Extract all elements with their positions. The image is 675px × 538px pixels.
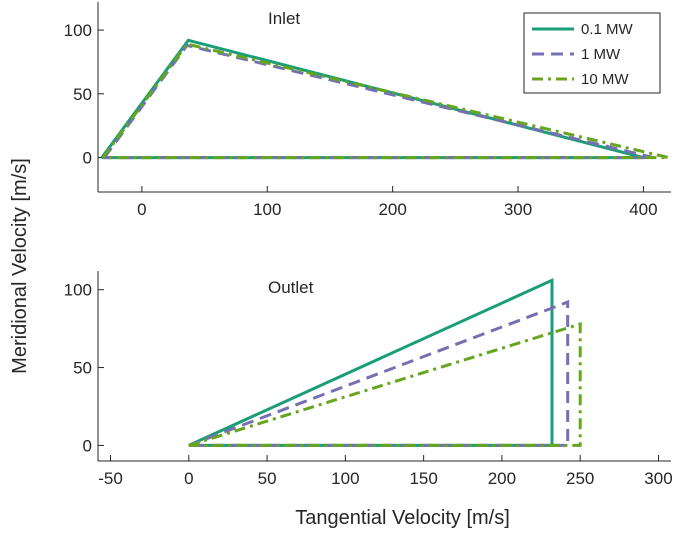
x-tick-label: 100 — [253, 200, 281, 219]
y-axis-label: Meridional Velocity [m/s] — [9, 158, 31, 374]
x-tick-label: 250 — [566, 469, 594, 488]
y-tick-label: 100 — [64, 281, 92, 300]
series-line — [103, 43, 654, 160]
x-tick-label: 200 — [378, 200, 406, 219]
series-line — [188, 299, 570, 447]
x-axis-label: Tangential Velocity [m/s] — [295, 507, 510, 529]
y-tick-label: 50 — [73, 359, 92, 378]
legend-label: 1 MW — [581, 46, 621, 63]
legend-label: 10 MW — [581, 71, 629, 88]
y-tick-label: 0 — [83, 436, 92, 455]
x-tick-label: 300 — [644, 469, 672, 488]
panel-title: Inlet — [268, 9, 300, 28]
legend-label: 0.1 MW — [581, 21, 634, 38]
series-line — [101, 42, 669, 160]
inlet-panel: 0 100 200 300 400 0 50 100 Inlet 0.1 MW 1 MW 10 MW — [64, 2, 671, 219]
x-tick-label: 300 — [504, 200, 532, 219]
series-line — [188, 277, 554, 447]
x-tick-label: 200 — [488, 469, 516, 488]
y-tick-label: 0 — [83, 149, 92, 168]
x-tick-label: 0 — [137, 200, 146, 219]
x-tick-label: 0 — [184, 469, 193, 488]
x-tick-label: 150 — [409, 469, 437, 488]
outlet-panel: -50 0 50 100 150 200 250 300 0 50 100 Outlet Tangent… — [64, 271, 673, 529]
y-tick-label: 50 — [73, 85, 92, 104]
y-tick-label: 100 — [64, 21, 92, 40]
legend: 0.1 MW 1 MW 10 MW — [523, 12, 661, 94]
x-tick-label: 400 — [629, 200, 657, 219]
series-line — [188, 321, 582, 447]
panel-title: Outlet — [268, 278, 314, 297]
x-tick-label: 50 — [258, 469, 277, 488]
legend-box — [523, 12, 661, 94]
x-tick-label: 100 — [331, 469, 359, 488]
x-tick-label: -50 — [98, 469, 123, 488]
